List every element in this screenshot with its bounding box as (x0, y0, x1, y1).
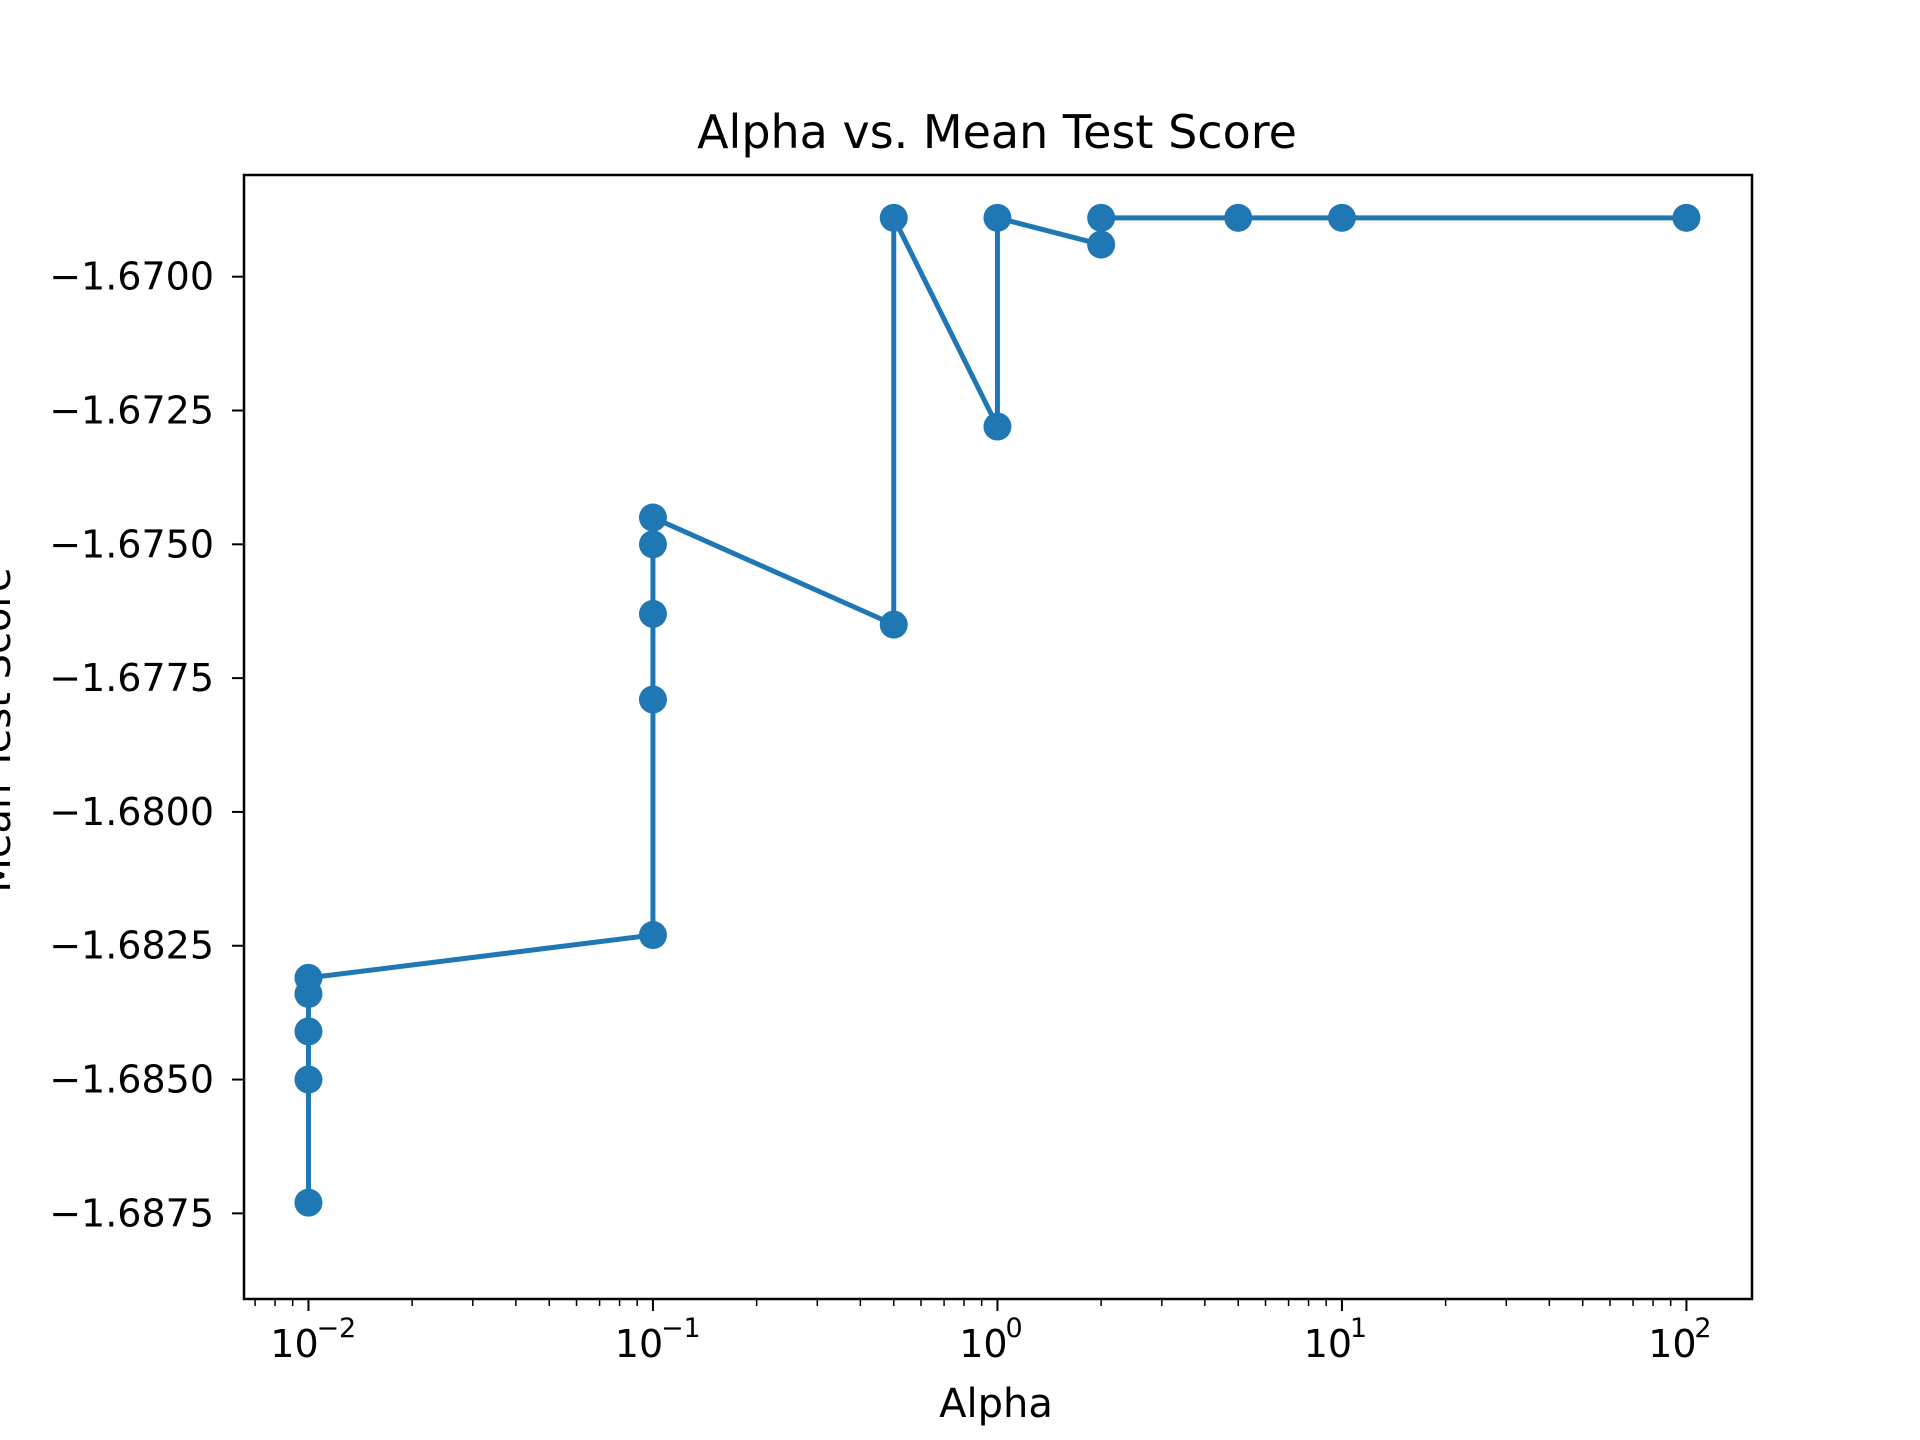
x-axis-label: Alpha (939, 1381, 1053, 1427)
data-point (1087, 230, 1116, 259)
y-tick-label: −1.6800 (49, 790, 214, 834)
x-tick-label: 10 (270, 1322, 318, 1366)
data-point (638, 503, 667, 532)
data-point (294, 963, 323, 992)
data-point (294, 1065, 323, 1094)
data-point (294, 1188, 323, 1217)
data-point (1327, 203, 1356, 232)
x-tick-label-exponent: 0 (1005, 1313, 1022, 1344)
x-tick-label: 10 (1304, 1322, 1352, 1366)
data-point (879, 610, 908, 639)
chart-title: Alpha vs. Mean Test Score (697, 105, 1297, 159)
y-tick-label: −1.6725 (49, 389, 214, 433)
data-point (879, 203, 908, 232)
y-tick-label: −1.6775 (49, 656, 214, 700)
axes-frame (242, 173, 1754, 1301)
y-tick-label: −1.6875 (49, 1191, 214, 1235)
y-axis-label: Mean Test Score (0, 567, 20, 892)
data-point (1087, 203, 1116, 232)
data-point (1672, 203, 1701, 232)
x-tick-label: 10 (615, 1322, 663, 1366)
data-point (638, 685, 667, 714)
y-tick-label: −1.6700 (49, 255, 214, 299)
x-tick-label: 10 (1648, 1322, 1696, 1366)
data-point (983, 412, 1012, 441)
x-tick-label-exponent: −2 (316, 1313, 356, 1344)
data-point (294, 1017, 323, 1046)
y-axis: −1.6700 −1.6725 −1.6750 −1.6775 −1.6800 −1.68… (49, 255, 244, 1235)
x-axis: 10−2 10−1 100 101 102 (254, 1299, 1712, 1366)
x-tick-label-exponent: 1 (1350, 1313, 1367, 1344)
y-tick-label: −1.6850 (49, 1058, 214, 1102)
y-tick-label: −1.6825 (49, 924, 214, 968)
plot-area (294, 203, 1701, 1217)
data-point (638, 921, 667, 950)
y-tick-label: −1.6750 (49, 522, 214, 566)
x-tick-label: 10 (959, 1322, 1007, 1366)
x-tick-label-exponent: 2 (1694, 1313, 1711, 1344)
x-tick-label-exponent: −1 (661, 1313, 701, 1344)
data-point (983, 203, 1012, 232)
data-point (1224, 203, 1253, 232)
data-point (638, 599, 667, 628)
data-point (638, 530, 667, 559)
